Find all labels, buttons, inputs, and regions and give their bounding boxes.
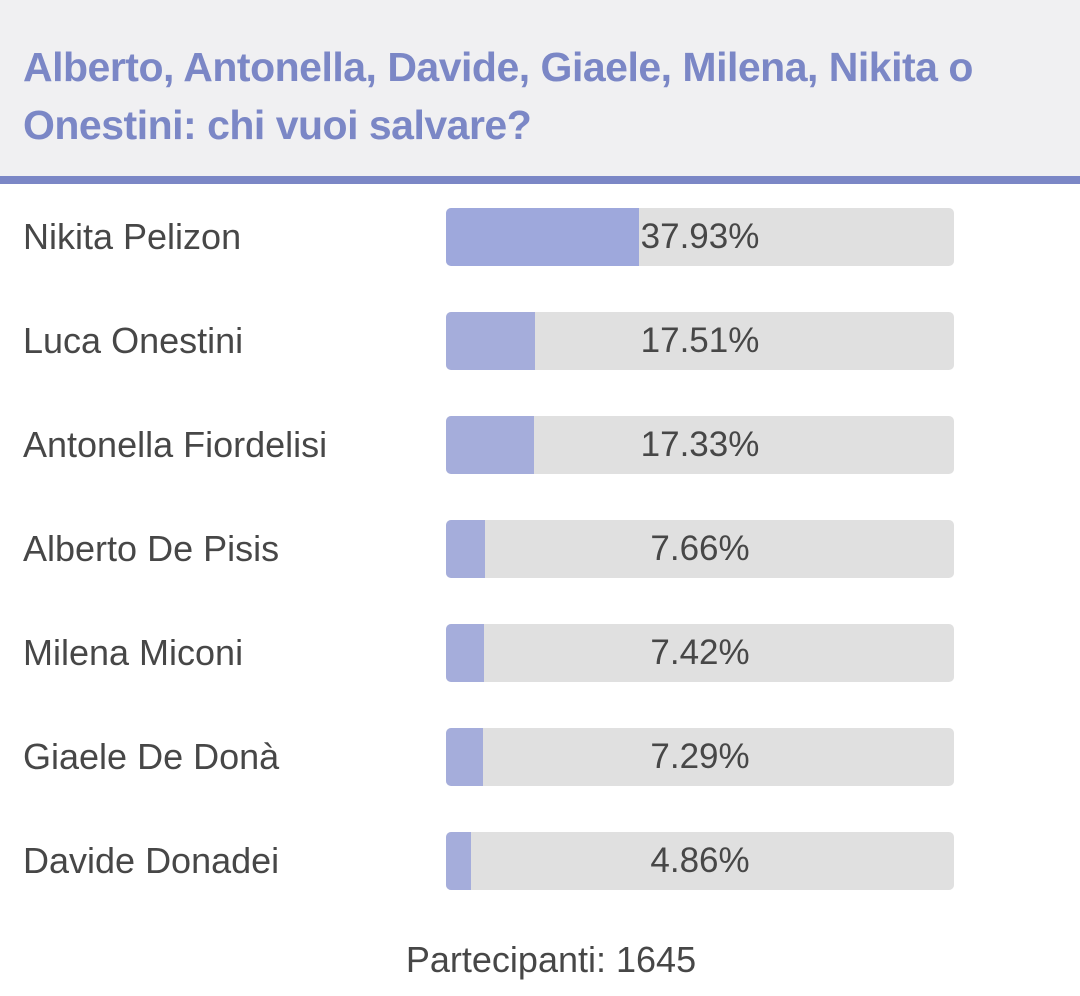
option-label: Antonella Fiordelisi xyxy=(23,424,328,465)
poll-header: Alberto, Antonella, Davide, Giaele, Mile… xyxy=(0,0,1080,176)
result-bar: 7.29% xyxy=(446,728,954,786)
header-divider xyxy=(0,176,1080,184)
poll-title: Alberto, Antonella, Davide, Giaele, Mile… xyxy=(23,44,973,148)
option-label: Giaele De Donà xyxy=(23,736,280,777)
result-bar-fill xyxy=(446,832,471,890)
result-percent: 7.42% xyxy=(650,633,750,672)
result-bar-fill xyxy=(446,624,484,682)
result-percent: 37.93% xyxy=(640,217,760,256)
result-bar-fill xyxy=(446,520,485,578)
result-bar: 17.51% xyxy=(446,312,954,370)
poll-option[interactable]: Nikita Pelizon 37.93% xyxy=(0,184,1080,288)
result-bar: 17.33% xyxy=(446,416,954,474)
poll-option[interactable]: Luca Onestini 17.51% xyxy=(0,288,1080,392)
result-percent: 7.29% xyxy=(650,737,750,776)
option-label: Alberto De Pisis xyxy=(23,528,280,569)
option-label: Davide Donadei xyxy=(23,840,280,881)
poll-option[interactable]: Davide Donadei 4.86% xyxy=(0,808,1080,912)
result-bar: 7.66% xyxy=(446,520,954,578)
option-label: Nikita Pelizon xyxy=(23,216,242,257)
result-bar: 37.93% xyxy=(446,208,954,266)
poll-option[interactable]: Antonella Fiordelisi 17.33% xyxy=(0,392,1080,496)
option-label: Milena Miconi xyxy=(23,632,244,673)
result-bar-fill xyxy=(446,312,535,370)
result-bar: 7.42% xyxy=(446,624,954,682)
poll-option[interactable]: Milena Miconi 7.42% xyxy=(0,600,1080,704)
option-label: Luca Onestini xyxy=(23,320,244,361)
result-percent: 17.33% xyxy=(640,425,760,464)
result-bar-fill xyxy=(446,208,639,266)
poll-option[interactable]: Giaele De Donà 7.29% xyxy=(0,704,1080,808)
result-bar: 4.86% xyxy=(446,832,954,890)
participants-count: Partecipanti: 1645 xyxy=(405,939,697,980)
result-percent: 4.86% xyxy=(650,841,750,880)
poll-option[interactable]: Alberto De Pisis 7.66% xyxy=(0,496,1080,600)
result-bar-fill xyxy=(446,416,535,474)
result-bar-fill xyxy=(446,728,484,786)
result-percent: 17.51% xyxy=(640,321,760,360)
result-percent: 7.66% xyxy=(650,529,750,568)
